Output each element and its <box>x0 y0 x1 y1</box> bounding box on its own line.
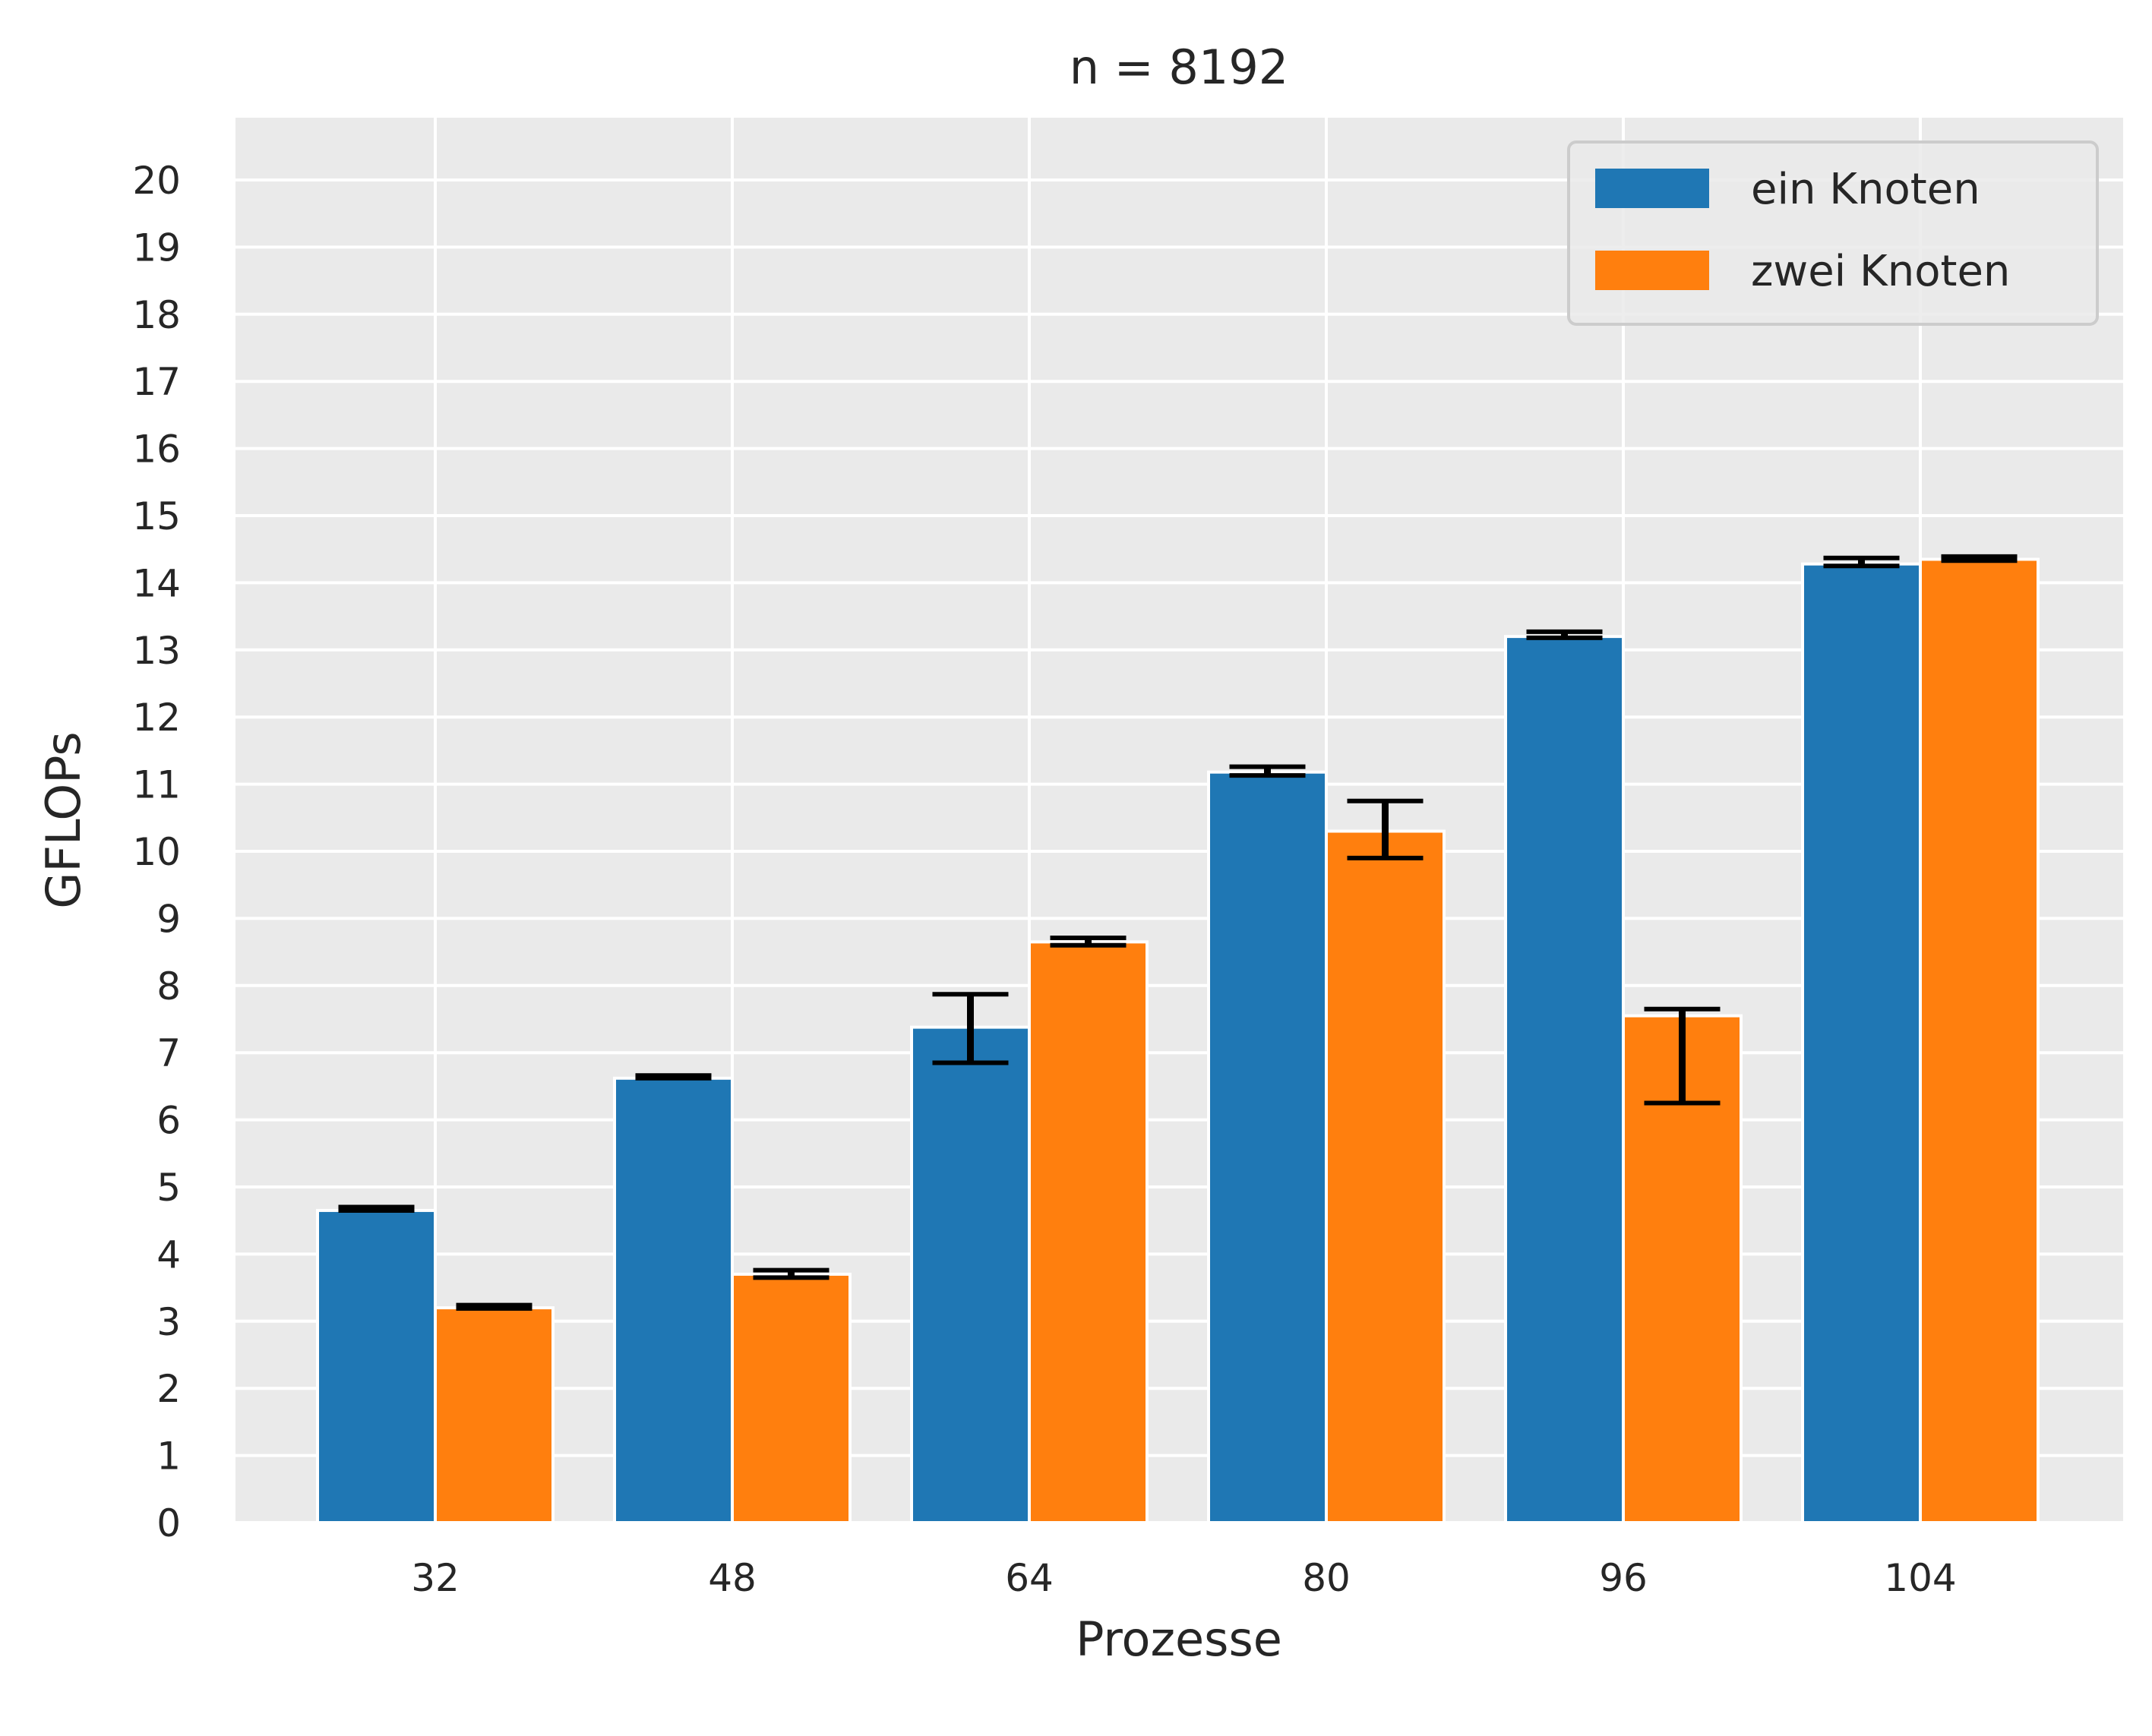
error-bar-zwei-knoten-32 <box>456 1302 532 1311</box>
error-bar-zwei-knoten-64 <box>1050 936 1127 948</box>
legend: ein Knoten zwei Knoten <box>1567 140 2099 326</box>
bar-zwei-knoten-104 <box>1919 557 2040 1525</box>
y-tick-label-8: 8 <box>156 964 181 1008</box>
x-ticks: 32 48 64 80 96 104 <box>411 1556 1957 1600</box>
bar-zwei-knoten-48 <box>731 1272 852 1525</box>
legend-label-zwei-knoten: zwei Knoten <box>1751 247 2010 296</box>
error-bar-zwei-knoten-80 <box>1347 798 1424 860</box>
legend-swatch-zwei-knoten <box>1595 251 1709 290</box>
y-tick-label-2: 2 <box>156 1367 181 1411</box>
x-tick-label-48: 48 <box>708 1556 757 1600</box>
y-tick-label-6: 6 <box>156 1099 181 1143</box>
y-tick-label-10: 10 <box>132 830 181 874</box>
y-tick-label-0: 0 <box>156 1501 181 1545</box>
y-tick-label-17: 17 <box>132 360 181 404</box>
error-bar-ein-knoten-32 <box>338 1204 415 1213</box>
legend-label-ein-knoten: ein Knoten <box>1751 165 1980 214</box>
y-axis-label: GFLOPs <box>36 731 91 908</box>
y-tick-label-16: 16 <box>132 428 181 472</box>
y-tick-label-13: 13 <box>132 629 181 673</box>
y-tick-label-18: 18 <box>132 293 181 337</box>
error-bars <box>338 554 2018 1311</box>
y-tick-label-12: 12 <box>132 696 181 740</box>
y-tick-label-9: 9 <box>156 897 181 941</box>
y-tick-label-4: 4 <box>156 1233 181 1277</box>
error-bar-ein-knoten-64 <box>932 992 1009 1065</box>
x-tick-label-104: 104 <box>1884 1556 1956 1600</box>
chart-title: n = 8192 <box>1070 39 1288 95</box>
bar-ein-knoten-48 <box>613 1076 734 1524</box>
error-bar-ein-knoten-80 <box>1229 764 1306 778</box>
error-bar-zwei-knoten-96 <box>1644 1006 1721 1106</box>
y-tick-label-15: 15 <box>132 494 181 538</box>
y-tick-label-1: 1 <box>156 1435 181 1479</box>
y-tick-label-14: 14 <box>132 561 181 605</box>
bar-ein-knoten-104 <box>1801 562 1922 1525</box>
error-bar-ein-knoten-96 <box>1526 629 1603 640</box>
error-bar-ein-knoten-104 <box>1823 555 1900 569</box>
bar-zwei-knoten-80 <box>1325 829 1446 1524</box>
x-tick-label-80: 80 <box>1302 1556 1351 1600</box>
bar-ein-knoten-80 <box>1207 770 1328 1524</box>
y-tick-label-11: 11 <box>132 763 181 807</box>
x-tick-label-96: 96 <box>1599 1556 1648 1600</box>
bar-zwei-knoten-64 <box>1028 940 1149 1524</box>
y-tick-label-20: 20 <box>132 159 181 203</box>
bar-ein-knoten-32 <box>316 1208 437 1524</box>
bar-zwei-knoten-32 <box>434 1306 555 1524</box>
y-tick-label-19: 19 <box>132 226 181 270</box>
legend-swatch-ein-knoten <box>1595 169 1709 208</box>
y-tick-label-3: 3 <box>156 1300 181 1344</box>
bar-ein-knoten-64 <box>910 1025 1031 1525</box>
x-axis-label: Prozesse <box>1076 1611 1282 1667</box>
error-bar-zwei-knoten-104 <box>1941 554 2018 563</box>
x-tick-label-64: 64 <box>1005 1556 1054 1600</box>
y-tick-label-5: 5 <box>156 1166 181 1210</box>
error-bar-zwei-knoten-48 <box>753 1267 830 1280</box>
y-tick-label-7: 7 <box>156 1031 181 1075</box>
error-bar-ein-knoten-48 <box>635 1073 712 1081</box>
bar-ein-knoten-96 <box>1504 635 1625 1524</box>
x-tick-label-32: 32 <box>411 1556 460 1600</box>
